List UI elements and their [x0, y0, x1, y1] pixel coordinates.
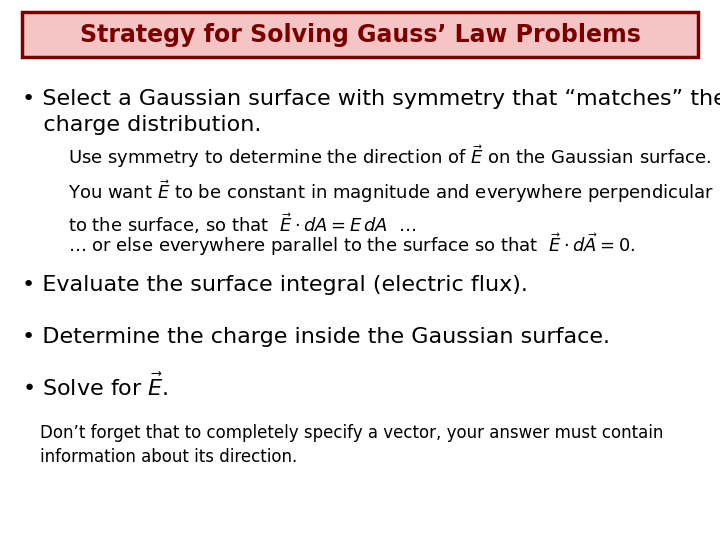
- FancyBboxPatch shape: [22, 12, 698, 57]
- Text: … or else everywhere parallel to the surface so that  $\mathit{\vec{E} \cdot d\v: … or else everywhere parallel to the sur…: [68, 231, 636, 258]
- Text: Strategy for Solving Gauss’ Law Problems: Strategy for Solving Gauss’ Law Problems: [80, 23, 640, 46]
- Text: • Determine the charge inside the Gaussian surface.: • Determine the charge inside the Gaussi…: [22, 327, 610, 347]
- Text: • Evaluate the surface integral (electric flux).: • Evaluate the surface integral (electri…: [22, 275, 528, 295]
- Text: • Solve for $\vec{E}$.: • Solve for $\vec{E}$.: [22, 373, 168, 400]
- Text: • Select a Gaussian surface with symmetry that “matches” the
   charge distribut: • Select a Gaussian surface with symmetr…: [22, 89, 720, 134]
- Text: Don’t forget that to completely specify a vector, your answer must contain
infor: Don’t forget that to completely specify …: [40, 424, 663, 465]
- Text: You want $\mathit{\vec{E}}$ to be constant in magnitude and everywhere perpendic: You want $\mathit{\vec{E}}$ to be consta…: [68, 178, 714, 236]
- Text: Use symmetry to determine the direction of $\mathit{\vec{E}}$ on the Gaussian su: Use symmetry to determine the direction …: [68, 143, 712, 170]
